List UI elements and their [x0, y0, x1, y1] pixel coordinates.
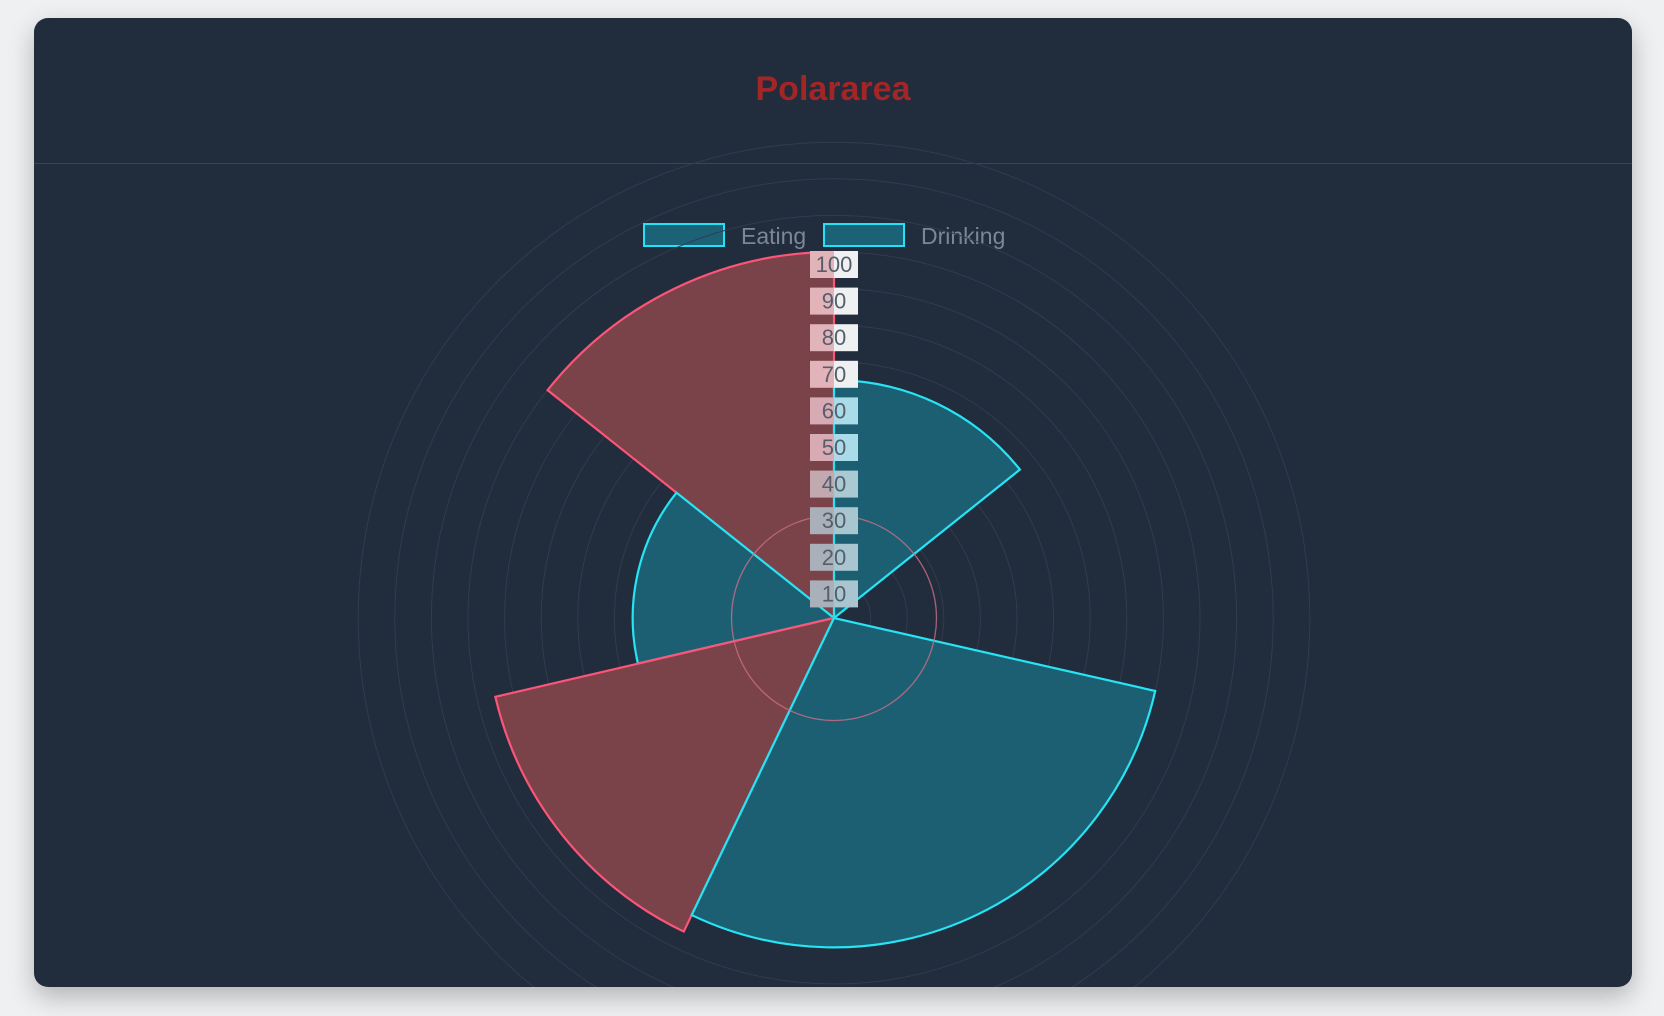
svg-text:100: 100: [816, 252, 853, 277]
svg-text:80: 80: [822, 325, 846, 350]
svg-text:90: 90: [822, 289, 846, 314]
svg-text:60: 60: [822, 398, 846, 423]
svg-text:10: 10: [822, 581, 846, 606]
svg-text:50: 50: [822, 435, 846, 460]
svg-text:70: 70: [822, 362, 846, 387]
svg-text:40: 40: [822, 472, 846, 497]
svg-text:20: 20: [822, 545, 846, 570]
svg-text:30: 30: [822, 508, 846, 533]
